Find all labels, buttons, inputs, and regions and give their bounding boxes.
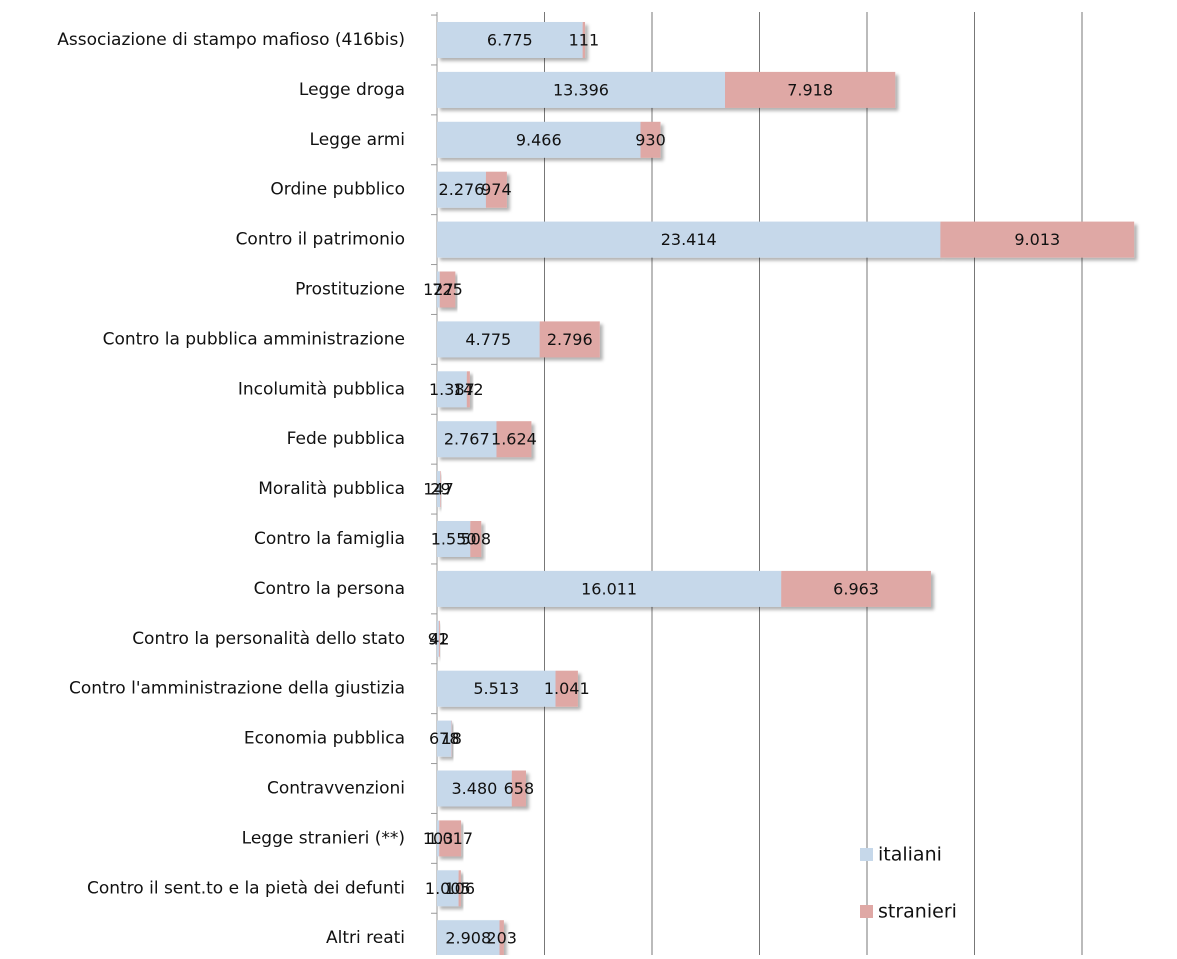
y-tick-label: Contro l'amministrazione della giustizia (69, 679, 405, 699)
data-label: 29 (430, 480, 450, 499)
legend-swatch (860, 848, 873, 861)
y-tick-label: Contro la personalità dello stato (132, 629, 405, 649)
data-label: 1.624 (491, 430, 537, 449)
y-tick-label: Ordine pubblico (270, 180, 405, 200)
y-tick-label: Contravvenzioni (267, 779, 405, 799)
data-label: 106 (444, 879, 475, 898)
y-tick-label: Incolumità pubblica (238, 379, 405, 399)
data-label: 5.513 (473, 679, 519, 698)
y-tick-label: Contro il sent.to e la pietà dei defunti (87, 878, 405, 898)
y-tick-label: Fede pubblica (287, 429, 405, 449)
y-tick-label: Contro la pubblica amministrazione (103, 329, 405, 349)
data-label: 16.011 (581, 579, 637, 598)
data-label: 930 (635, 130, 666, 149)
data-label: 9.466 (516, 130, 562, 149)
data-label: 203 (486, 929, 517, 948)
data-label: 6.775 (487, 31, 533, 50)
data-label: 2.908 (445, 929, 491, 948)
data-label: 974 (481, 180, 512, 199)
data-label: 508 (461, 530, 492, 549)
y-tick-label: Contro la famiglia (254, 529, 405, 549)
data-label: 2.767 (444, 430, 490, 449)
y-tick-label: Contro il patrimonio (236, 230, 405, 250)
data-label: 2.276 (439, 180, 485, 199)
data-label: 1.017 (427, 829, 473, 848)
data-label: 4.775 (465, 330, 511, 349)
y-tick-label: Legge stranieri (**) (242, 828, 405, 848)
y-tick-label: Economia pubblica (244, 729, 405, 749)
data-label: 42 (429, 629, 449, 648)
y-tick-label: Altri reati (326, 928, 405, 948)
legend-label: stranieri (878, 901, 957, 923)
y-tick-label: Prostituzione (295, 280, 405, 300)
data-label: 111 (569, 31, 600, 50)
data-label: 3.480 (452, 779, 498, 798)
data-label: 9.013 (1014, 230, 1060, 249)
data-label: 142 (453, 380, 484, 399)
data-label: 23.414 (661, 230, 717, 249)
y-tick-label: Associazione di stampo mafioso (416bis) (57, 30, 405, 50)
data-label: 7.918 (787, 80, 833, 99)
y-tick-label: Contro la persona (254, 579, 405, 599)
y-tick-label: Legge armi (310, 130, 405, 150)
data-label: 18 (442, 729, 462, 748)
legend-label: italiani (878, 844, 942, 866)
data-label: 13.396 (553, 80, 609, 99)
data-label: 725 (432, 280, 463, 299)
data-label: 6.963 (833, 579, 879, 598)
data-label: 658 (504, 779, 535, 798)
y-tick-label: Legge droga (299, 80, 405, 100)
data-label: 1.041 (544, 679, 590, 698)
data-label: 2.796 (547, 330, 593, 349)
y-tick-label: Moralità pubblica (258, 479, 405, 499)
legend-swatch (860, 905, 873, 918)
